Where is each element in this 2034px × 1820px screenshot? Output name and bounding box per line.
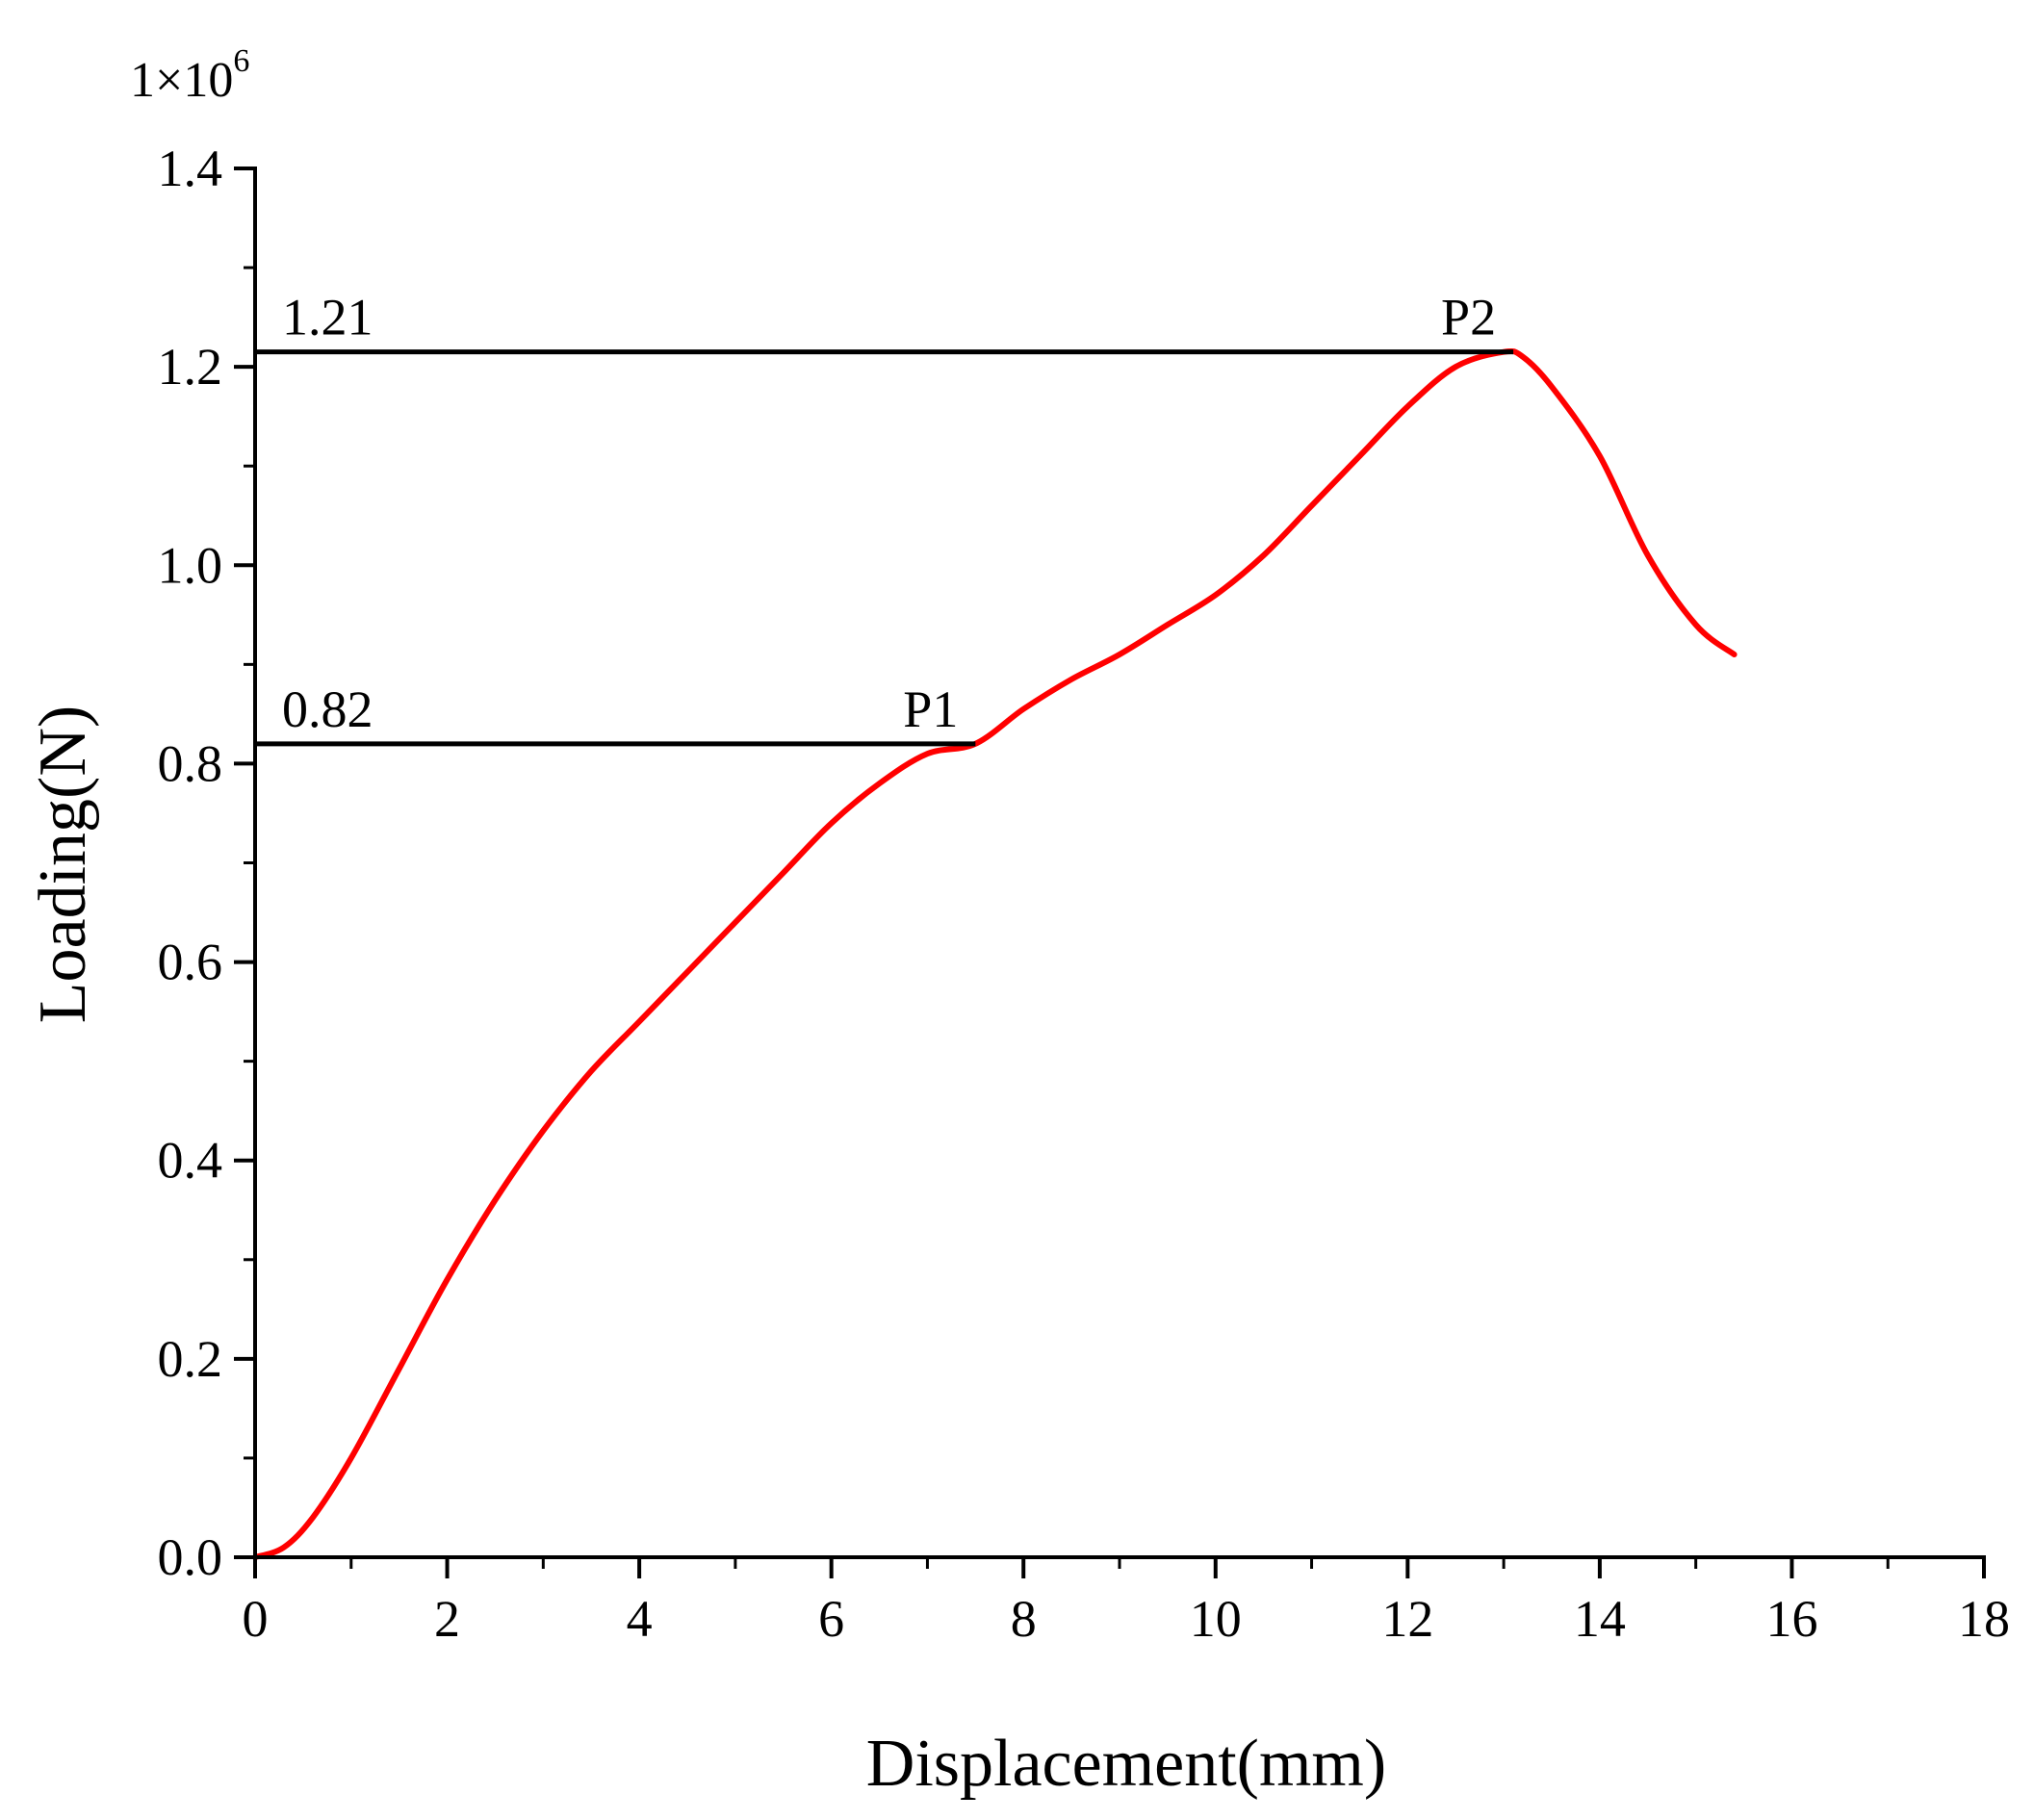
x-tick-label: 4: [627, 1590, 653, 1648]
plot-lines: [252, 347, 1738, 1560]
x-axis-title: Displacement(mm): [866, 1727, 1386, 1801]
x-tick-label: 16: [1765, 1590, 1817, 1648]
x-tick-label: 8: [1011, 1590, 1037, 1648]
y-axis-multiplier-exponent: 6: [233, 43, 249, 79]
reference-value-label: 1.21: [282, 289, 373, 346]
y-tick-label: 0.8: [158, 734, 223, 792]
y-axis-multiplier: 1×106: [130, 43, 249, 108]
series-line: [252, 347, 1738, 1560]
y-axis: 0.0 0.2 0.4 0.6 0.8 1.0 1.2 1.4: [158, 140, 257, 1586]
y-axis-multiplier-base: 1×10: [130, 53, 233, 108]
x-tick-label: 0: [243, 1590, 269, 1648]
reference-value-label: 0.82: [282, 680, 373, 738]
x-tick-label: 12: [1381, 1590, 1433, 1648]
y-tick-label: 1.4: [158, 140, 223, 197]
x-axis: 0 2 4 6 8 10 12 14 16 18: [243, 1555, 2010, 1648]
x-tick-label: 2: [434, 1590, 460, 1648]
x-tick-label: 10: [1190, 1590, 1242, 1648]
reference-point-label: P1: [903, 680, 958, 738]
x-tick-label: 14: [1574, 1590, 1626, 1648]
y-tick-label: 0.4: [158, 1132, 223, 1190]
y-tick-label: 0.6: [158, 934, 223, 991]
y-tick-label: 1.2: [158, 338, 223, 396]
y-tick-label: 0.2: [158, 1330, 223, 1388]
x-tick-label: 18: [1958, 1590, 2010, 1648]
y-tick-label: 1.0: [158, 536, 223, 594]
y-tick-label: 0.0: [158, 1528, 223, 1586]
reference-lines: [255, 349, 1514, 747]
annotations: 1.21 P2 0.82 P1: [282, 289, 1496, 738]
reference-point-label: P2: [1441, 289, 1496, 346]
y-axis-title: Loading(N): [26, 705, 100, 1023]
x-tick-label: 6: [818, 1590, 844, 1648]
